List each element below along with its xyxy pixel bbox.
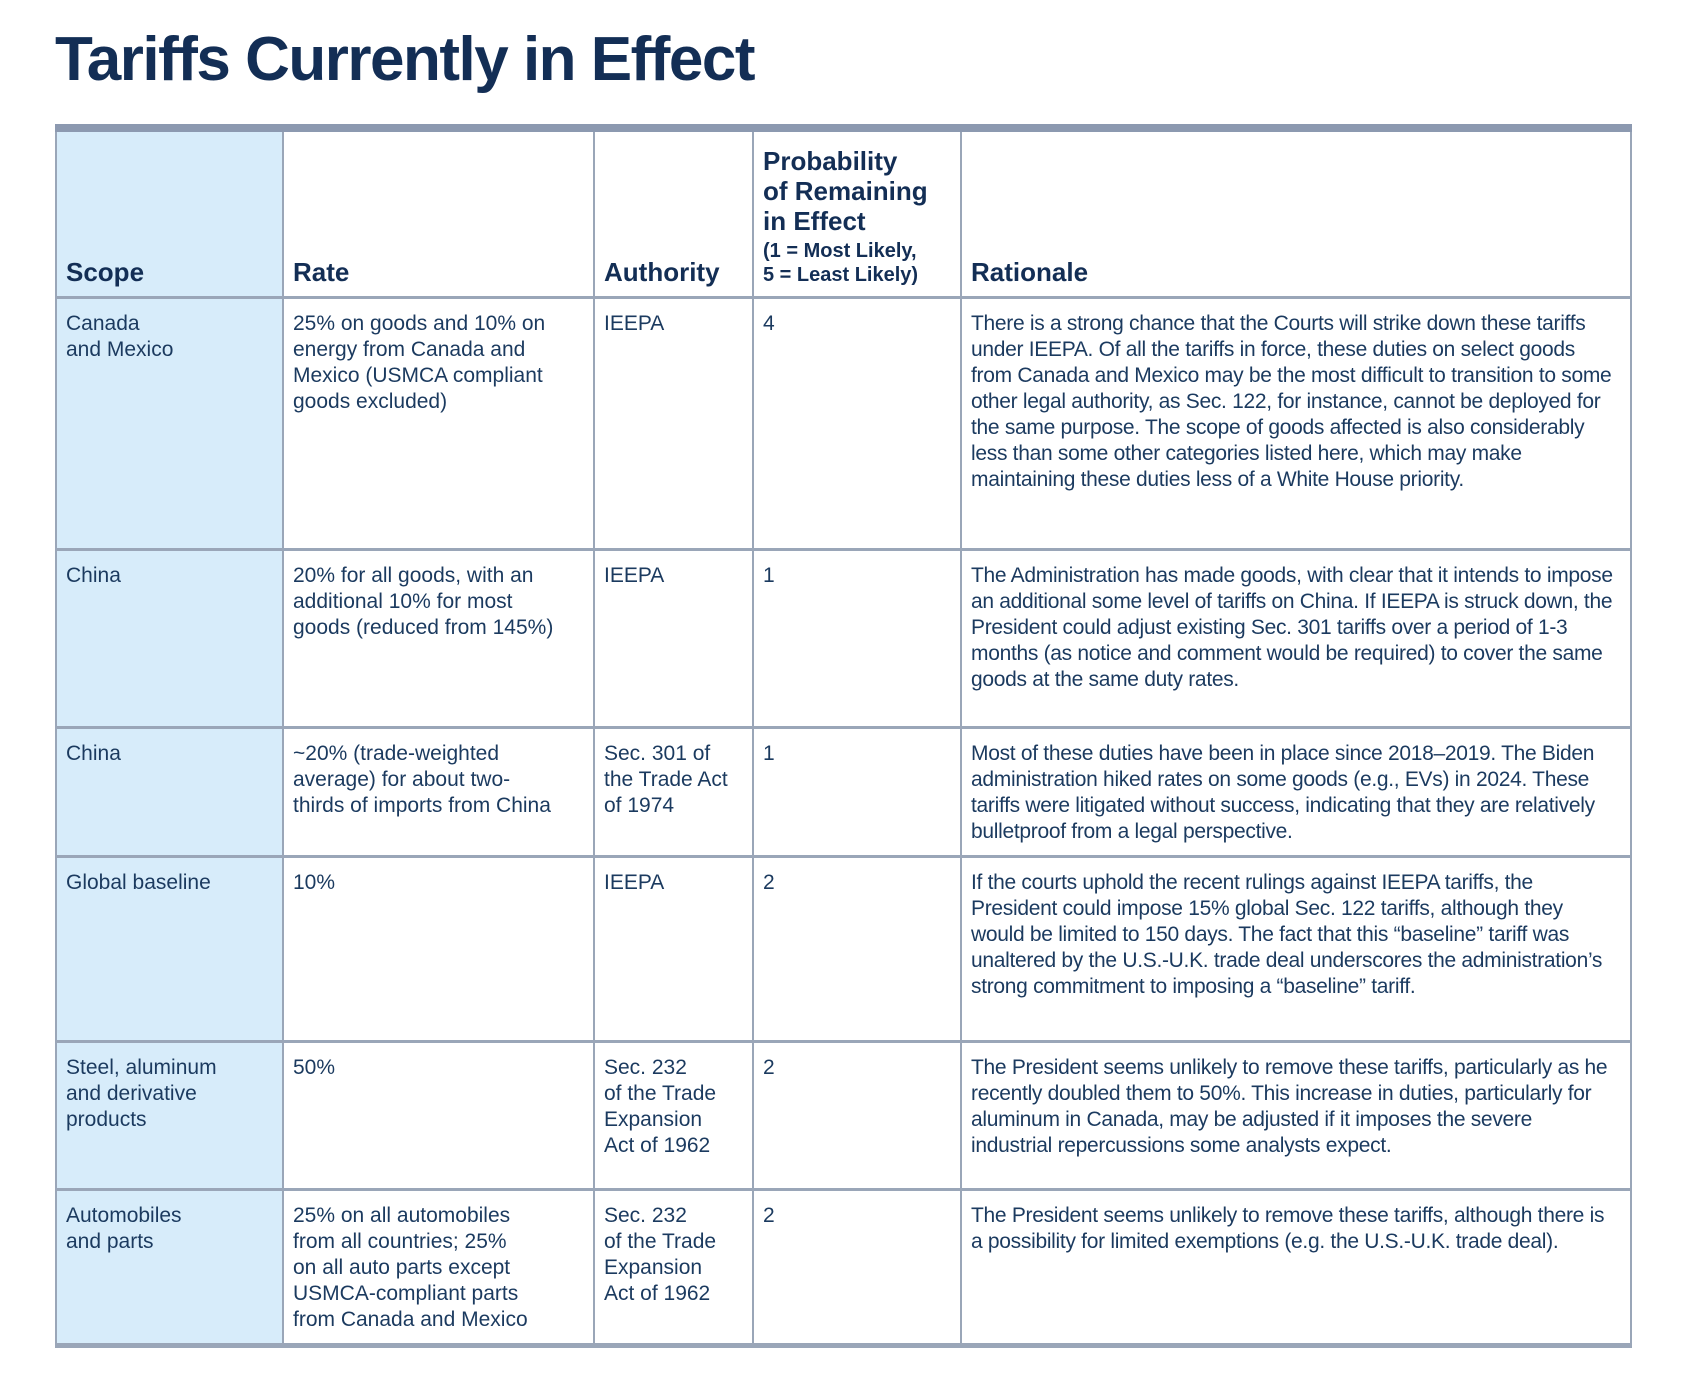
column-header-rationale: Rationale — [960, 128, 1631, 298]
rationale-cell: The President seems unlikely to remove t… — [960, 1188, 1631, 1346]
authority-cell: Sec. 232 of the Trade Expansion Act of 1… — [593, 1188, 753, 1346]
rationale-cell: The Administration has made goods, with … — [960, 548, 1631, 728]
column-header-rate: Rate — [282, 128, 594, 298]
table-row-china-sec301: China ~20% (trade-weighted average) for … — [55, 726, 1631, 857]
table-row-global-baseline: Global baseline 10% IEEPA 2 If the court… — [55, 855, 1631, 1042]
probability-cell: 2 — [752, 855, 961, 1042]
probability-cell: 1 — [752, 726, 961, 857]
rationale-cell: Most of these duties have been in place … — [960, 726, 1631, 857]
scope-cell: Global baseline — [55, 855, 283, 1042]
scope-cell: Canada and Mexico — [55, 296, 283, 550]
table-row-canada-mexico: Canada and Mexico 25% on goods and 10% o… — [55, 296, 1631, 550]
probability-header-note: (1 = Most Likely, 5 = Least Likely) — [763, 240, 919, 286]
rate-cell: 50% — [282, 1040, 594, 1190]
scope-cell: Automobiles and parts — [55, 1188, 283, 1346]
authority-cell: IEEPA — [593, 296, 753, 550]
rate-cell: 25% on all automobiles from all countrie… — [282, 1188, 594, 1346]
probability-cell: 4 — [752, 296, 961, 550]
scope-cell: China — [55, 726, 283, 857]
authority-cell: Sec. 232 of the Trade Expansion Act of 1… — [593, 1040, 753, 1190]
authority-cell: Sec. 301 of the Trade Act of 1974 — [593, 726, 753, 857]
tariffs-table: Scope Rate Authority Probability of Rema… — [55, 124, 1632, 1348]
rate-cell: 20% for all goods, with an additional 10… — [282, 548, 594, 728]
probability-header-title: Probability of Remaining in Effect — [763, 146, 928, 236]
page-title: Tariffs Currently in Effect — [55, 25, 756, 94]
probability-cell: 2 — [752, 1188, 961, 1346]
column-header-scope: Scope — [55, 128, 283, 298]
authority-cell: IEEPA — [593, 548, 753, 728]
table-row-automobiles-parts: Automobiles and parts 25% on all automob… — [55, 1188, 1631, 1346]
document-page: Tariffs Currently in Effect Scope Rate A… — [55, 25, 1632, 1348]
table-row-steel-aluminum: Steel, aluminum and derivative products … — [55, 1040, 1631, 1190]
rationale-cell: There is a strong chance that the Courts… — [960, 296, 1631, 550]
rationale-cell: The President seems unlikely to remove t… — [960, 1040, 1631, 1190]
table-header-row: Scope Rate Authority Probability of Rema… — [55, 128, 1631, 298]
table-row-china-ieepa: China 20% for all goods, with an additio… — [55, 548, 1631, 728]
rate-cell: 10% — [282, 855, 594, 1042]
rationale-cell: If the courts uphold the recent rulings … — [960, 855, 1631, 1042]
rate-cell: ~20% (trade-weighted average) for about … — [282, 726, 594, 857]
scope-cell: China — [55, 548, 283, 728]
scope-cell: Steel, aluminum and derivative products — [55, 1040, 283, 1190]
probability-header-group: Probability of Remaining in Effect (1 = … — [763, 146, 946, 287]
authority-cell: IEEPA — [593, 855, 753, 1042]
column-header-authority: Authority — [593, 128, 753, 298]
probability-cell: 2 — [752, 1040, 961, 1190]
column-header-probability: Probability of Remaining in Effect (1 = … — [752, 128, 961, 298]
probability-cell: 1 — [752, 548, 961, 728]
rate-cell: 25% on goods and 10% on energy from Cana… — [282, 296, 594, 550]
